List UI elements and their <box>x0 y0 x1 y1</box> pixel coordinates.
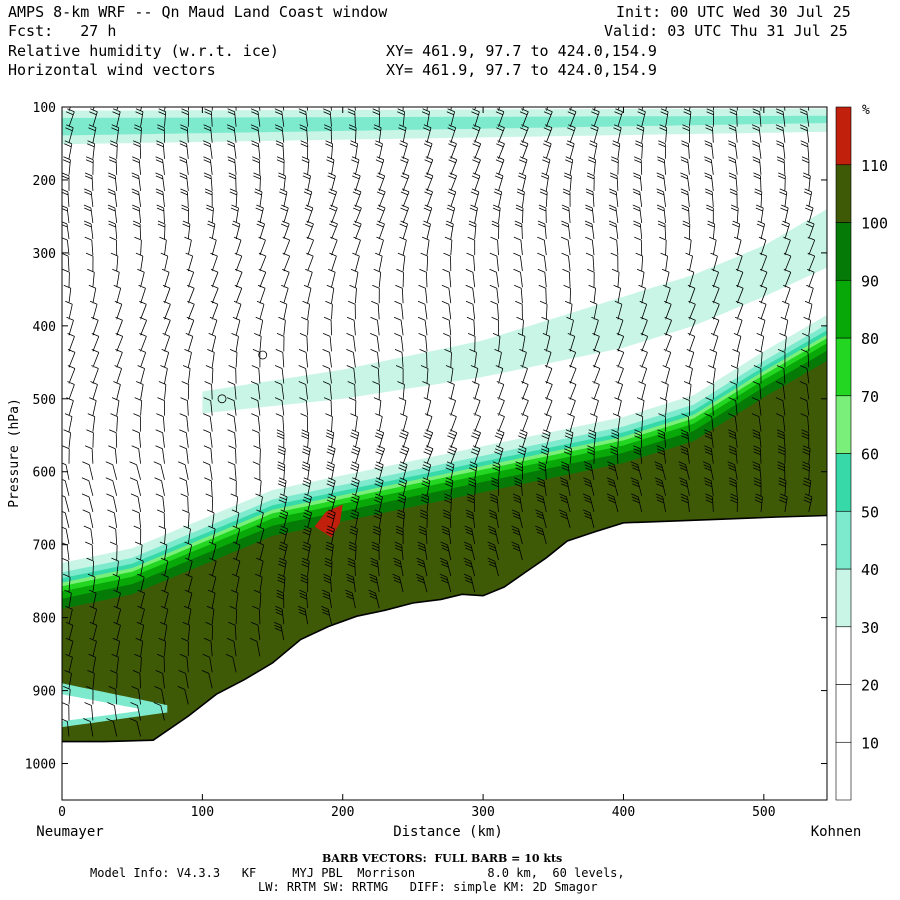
colorbar-swatch <box>835 395 852 454</box>
wind-barbs <box>62 107 816 737</box>
colorbar-swatch <box>835 453 852 512</box>
colorbar-swatch <box>835 279 852 339</box>
field1-label: Relative humidity (w.r.t. ice) <box>8 42 279 60</box>
y-tick-label: 800 <box>33 612 56 627</box>
colorbar-unit: % <box>862 103 870 118</box>
x-tick-label: 400 <box>612 805 635 820</box>
rh-saturated-patch <box>314 504 343 538</box>
calm-wind-marker <box>258 350 268 360</box>
y-tick-label: 1000 <box>25 758 56 773</box>
x-axis-label: Distance (km) <box>393 824 503 840</box>
y-tick-label: 900 <box>33 685 56 700</box>
rh-band-coastal-dry <box>62 694 140 722</box>
colorbar-swatch <box>835 164 852 223</box>
colorbar-label: 50 <box>861 503 879 521</box>
y-tick-label: 100 <box>33 101 56 116</box>
barb-legend: BARB VECTORS: FULL BARB = 10 kts <box>322 852 563 865</box>
field2-label: Horizontal wind vectors <box>8 61 216 79</box>
colorbar-swatch <box>835 741 852 801</box>
calm-wind-marker <box>217 394 227 404</box>
init-time: Init: 00 UTC Wed 30 Jul 25 <box>616 3 851 21</box>
colorbar-swatch <box>835 568 852 628</box>
colorbar-label: 10 <box>861 734 879 752</box>
colorbar-label: 70 <box>861 388 879 406</box>
x-tick-label: 500 <box>752 805 775 820</box>
terrain-line <box>62 514 827 743</box>
y-axis-label: Pressure (hPa) <box>7 398 22 508</box>
colorbar-label: 30 <box>861 619 879 637</box>
colorbar-label: 90 <box>861 272 879 290</box>
colorbar-label: 60 <box>861 446 879 464</box>
model-info-line1: Model Info: V4.3.3 KF MYJ PBL Morrison 8… <box>90 866 625 880</box>
y-tick-label: 200 <box>33 174 56 189</box>
colorbar-label: 100 <box>861 215 888 233</box>
colorbar-swatch <box>835 106 852 166</box>
field1-xy: XY= 461.9, 97.7 to 424.0,154.9 <box>386 42 657 60</box>
plot-frame <box>61 106 828 801</box>
x-tick-label: 0 <box>58 805 66 820</box>
colorbar-swatch <box>835 684 852 743</box>
field2-xy: XY= 461.9, 97.7 to 424.0,154.9 <box>386 61 657 79</box>
colorbar-label: 40 <box>861 561 879 579</box>
colorbar-swatch <box>835 510 852 570</box>
x-tick-label: 200 <box>331 805 354 820</box>
x-tick-label: 300 <box>471 805 494 820</box>
colorbar-label: 110 <box>861 157 888 175</box>
colorbar-swatch <box>835 626 852 685</box>
colorbar-label: 80 <box>861 330 879 348</box>
colorbar-swatch <box>835 222 852 281</box>
y-tick-label: 600 <box>33 466 56 481</box>
chart-title: AMPS 8-km WRF -- Qn Maud Land Coast wind… <box>8 3 388 21</box>
x-end-label: Kohnen <box>811 824 862 840</box>
terrain-mask <box>62 515 827 800</box>
rh-band-low-7 <box>62 360 827 742</box>
y-tick-label: 400 <box>33 320 56 335</box>
model-info-line2: LW: RRTM SW: RRTMG DIFF: simple KM: 2D S… <box>258 880 598 894</box>
colorbar-label: 20 <box>861 677 879 695</box>
x-tick-label: 100 <box>191 805 214 820</box>
colorbar-swatch <box>835 337 852 397</box>
y-tick-label: 500 <box>33 393 56 408</box>
valid-time: Valid: 03 UTC Thu 31 Jul 25 <box>604 22 848 40</box>
rh-band-cirrus-inner <box>62 115 827 136</box>
forecast-hour: Fcst: 27 h <box>8 22 117 40</box>
x-start-label: Neumayer <box>36 824 103 840</box>
y-tick-label: 300 <box>33 247 56 262</box>
rh-band-mid <box>202 209 827 414</box>
y-tick-label: 700 <box>33 539 56 554</box>
